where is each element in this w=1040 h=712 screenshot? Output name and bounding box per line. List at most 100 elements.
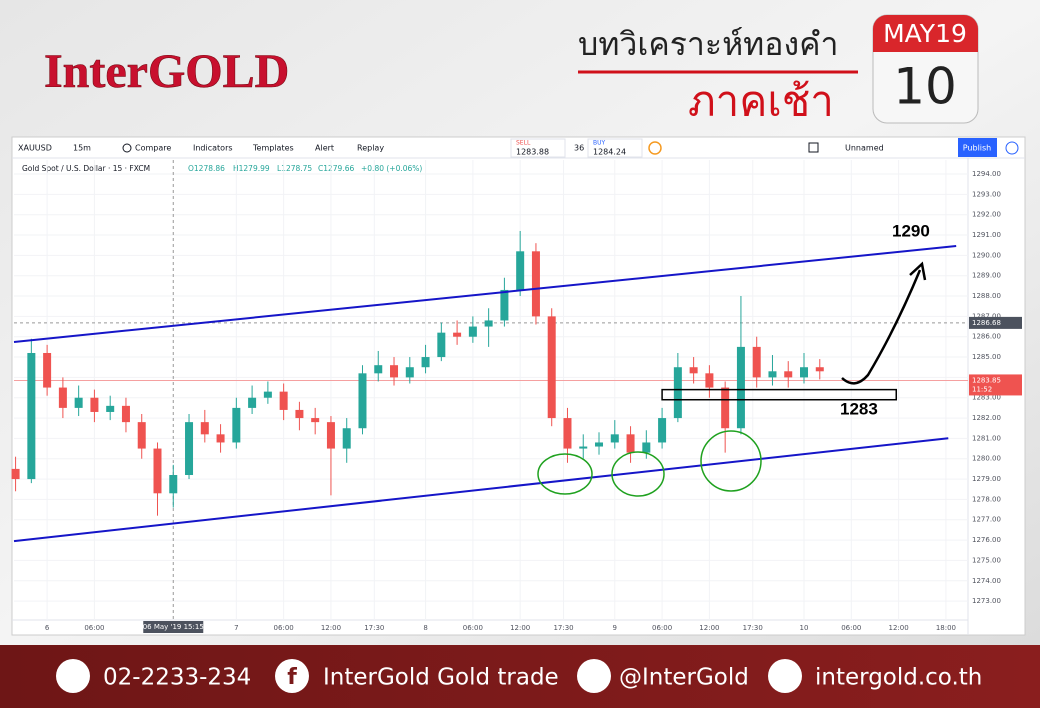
play-icon[interactable] [1005, 141, 1019, 155]
y-tick-label: 1293.00 [972, 190, 1001, 198]
buy-box[interactable] [587, 138, 643, 158]
candle-body [800, 367, 809, 378]
x-tick-label: 9 [613, 624, 617, 632]
y-tick-label: 1287.00 [972, 312, 1001, 320]
candle-body [453, 332, 462, 337]
footer [0, 645, 1040, 708]
facebook-glyph: f [287, 665, 297, 690]
line-icon [577, 659, 611, 693]
candle-body [784, 371, 793, 378]
trend-line [13, 245, 957, 344]
calendar: MAY19 10 [872, 14, 979, 124]
candle-body [673, 367, 682, 419]
candle-body [326, 422, 335, 449]
candle-body [516, 251, 525, 290]
checkbox[interactable] [808, 142, 819, 153]
replay-button[interactable]: Replay [357, 144, 384, 153]
highlight-circle [611, 451, 665, 497]
candle-body [58, 387, 67, 408]
y-tick-label: 1286.00 [972, 333, 1001, 341]
header-title: บทวิเคราะห์ทองคำ [578, 25, 838, 63]
symbol[interactable]: XAUUSD [18, 144, 52, 153]
publish-button[interactable] [958, 138, 997, 157]
x-tick-label: 06:00 [841, 624, 861, 632]
y-tick-label: 1273.00 [972, 597, 1001, 605]
candle-body [137, 422, 146, 449]
candle-body [689, 367, 698, 374]
candle-body [563, 418, 572, 449]
x-tick-label: 12:00 [699, 624, 719, 632]
templates-button[interactable]: Templates [252, 144, 294, 153]
last-price-time: 11:52 [972, 385, 992, 393]
candle-body [626, 434, 635, 453]
candle-body [358, 373, 367, 429]
candle-body [390, 365, 399, 378]
candle-body [736, 346, 745, 429]
y-tick-label: 1288.00 [972, 292, 1001, 300]
crosshair-price-label: 1286.68 [972, 319, 1001, 327]
crosshair-price-tag [969, 316, 1022, 329]
candle-body [121, 405, 130, 423]
candle-body [658, 418, 667, 443]
footer-contacts: 02-2233-234 f InterGold Gold trade @Inte… [56, 659, 982, 693]
y-tick-label: 1290.00 [972, 251, 1001, 259]
indicators-button[interactable]: Indicators [193, 144, 233, 153]
compare-button[interactable]: Compare [135, 144, 171, 153]
phone: 02-2233-234 [103, 665, 251, 691]
globe-icon [768, 659, 802, 693]
chart-frame [11, 136, 1026, 636]
interval[interactable]: 15m [73, 144, 91, 153]
legend-open: O1278.86 [188, 164, 225, 173]
y-tick-label: 1292.00 [972, 211, 1001, 219]
candle-body [721, 387, 730, 429]
candle-body [342, 428, 351, 449]
candle-body [405, 367, 414, 378]
x-tick-label: 6 [45, 624, 50, 632]
buy-price: 1284.24 [593, 148, 626, 157]
website[interactable]: intergold.co.th [815, 665, 982, 691]
candle-body [263, 391, 272, 398]
candle-body [500, 289, 509, 321]
line-id[interactable]: @InterGold [619, 665, 749, 691]
candle-body [169, 475, 178, 494]
y-tick-label: 1277.00 [972, 516, 1001, 524]
legend-change: +0.80 (+0.06%) [361, 164, 422, 173]
candle-body [579, 446, 588, 449]
x-tick-label: 7 [234, 624, 238, 632]
candle-body [153, 448, 162, 494]
annotation: 1290 [892, 221, 930, 240]
candle-body [232, 407, 241, 443]
last-price-tag [969, 374, 1022, 396]
sell-box[interactable] [510, 138, 566, 158]
forecast-arrow [841, 269, 922, 385]
calendar-header [873, 15, 978, 52]
x-tick-label: 10 [800, 624, 809, 632]
info-icon[interactable] [648, 141, 662, 155]
candle-body [279, 391, 288, 410]
x-tick-label: 12:00 [321, 624, 341, 632]
buy-label: BUY [593, 140, 606, 147]
sell-price: 1283.88 [516, 148, 549, 157]
candle-body [642, 442, 651, 453]
candle-body [248, 397, 257, 408]
candle-body [90, 397, 99, 412]
candle-body [468, 326, 477, 337]
y-tick-label: 1283.00 [972, 394, 1001, 402]
facebook[interactable]: InterGold Gold trade [323, 665, 559, 691]
candle-body [610, 434, 619, 443]
layout-name[interactable]: Unnamed [845, 144, 884, 153]
x-tick-label: 17:30 [364, 624, 384, 632]
candle-body [547, 316, 556, 419]
last-price-label: 1283.85 [972, 376, 1001, 384]
drawings [537, 261, 927, 497]
candle-body [437, 332, 446, 358]
x-tick-label: 17:30 [743, 624, 763, 632]
alert-button[interactable]: Alert [315, 144, 334, 153]
legend-high: H1279.99 [233, 164, 270, 173]
trend-line [13, 437, 949, 543]
candle-body [531, 251, 540, 317]
candle-body [311, 418, 320, 423]
date-month: MAY19 [883, 19, 967, 48]
y-tick-label: 1289.00 [972, 272, 1001, 280]
